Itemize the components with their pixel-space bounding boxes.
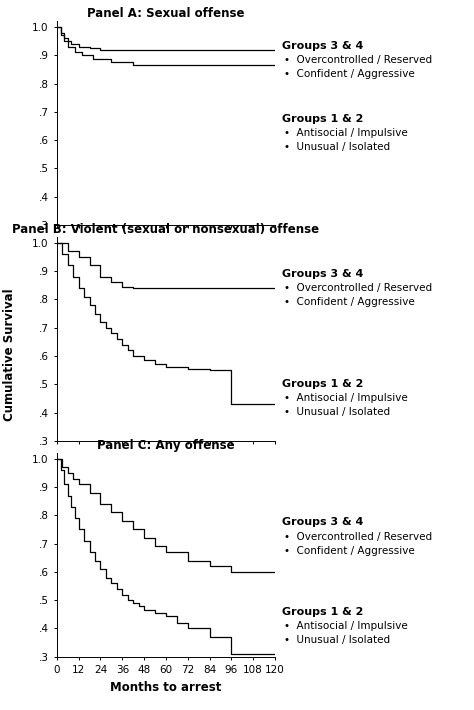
Text: •  Unusual / Isolated: • Unusual / Isolated [284, 408, 391, 417]
Title: Panel A: Sexual offense: Panel A: Sexual offense [87, 7, 245, 20]
Text: •  Antisocial / Impulsive: • Antisocial / Impulsive [284, 129, 408, 138]
Text: Groups 3 & 4: Groups 3 & 4 [282, 269, 364, 279]
Text: •  Overcontrolled / Reserved: • Overcontrolled / Reserved [284, 532, 432, 542]
Text: •  Overcontrolled / Reserved: • Overcontrolled / Reserved [284, 283, 432, 293]
Text: •  Unusual / Isolated: • Unusual / Isolated [284, 635, 391, 645]
Text: Groups 3 & 4: Groups 3 & 4 [282, 40, 364, 50]
Text: •  Antisocial / Impulsive: • Antisocial / Impulsive [284, 393, 408, 403]
Title: Panel C: Any offense: Panel C: Any offense [97, 439, 235, 452]
Text: •  Overcontrolled / Reserved: • Overcontrolled / Reserved [284, 55, 432, 65]
Text: Groups 1 & 2: Groups 1 & 2 [282, 379, 364, 389]
Text: •  Unusual / Isolated: • Unusual / Isolated [284, 143, 391, 153]
Text: Groups 1 & 2: Groups 1 & 2 [282, 607, 364, 617]
Title: Panel B: Violent (sexual or nonsexual) offense: Panel B: Violent (sexual or nonsexual) o… [12, 223, 319, 236]
Text: •  Confident / Aggressive: • Confident / Aggressive [284, 297, 415, 307]
Text: •  Confident / Aggressive: • Confident / Aggressive [284, 546, 415, 556]
Text: Cumulative Survival: Cumulative Survival [3, 289, 16, 421]
Text: •  Antisocial / Impulsive: • Antisocial / Impulsive [284, 621, 408, 631]
Text: Groups 3 & 4: Groups 3 & 4 [282, 518, 364, 528]
Text: Groups 1 & 2: Groups 1 & 2 [282, 114, 364, 124]
X-axis label: Months to arrest: Months to arrest [110, 681, 221, 694]
Text: •  Confident / Aggressive: • Confident / Aggressive [284, 69, 415, 79]
